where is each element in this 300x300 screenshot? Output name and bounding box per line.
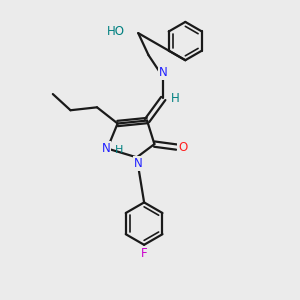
Text: N: N (101, 142, 110, 155)
Text: N: N (159, 66, 168, 80)
Text: H: H (171, 92, 179, 105)
Text: N: N (134, 157, 142, 170)
Text: HO: HO (107, 25, 125, 38)
Text: H: H (115, 145, 124, 155)
Text: F: F (141, 247, 147, 260)
Text: O: O (178, 141, 188, 154)
